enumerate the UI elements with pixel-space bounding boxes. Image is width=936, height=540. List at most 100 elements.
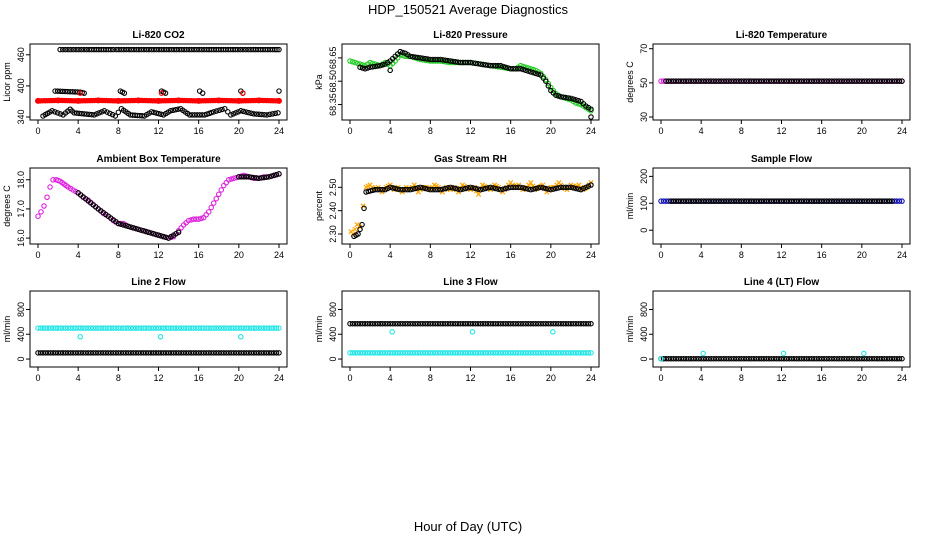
- data-point: [665, 78, 672, 84]
- data-point: [233, 110, 239, 116]
- data-point: [751, 355, 757, 362]
- data-point: [869, 78, 875, 84]
- data-point: [210, 200, 217, 206]
- data-point: [57, 88, 63, 95]
- data-point: [543, 320, 549, 327]
- x-tick-label: 0: [35, 373, 40, 383]
- data-point: [273, 325, 280, 331]
- data-point: [404, 350, 411, 356]
- data-point: [417, 55, 424, 61]
- data-point: [550, 186, 557, 192]
- data-point: [208, 109, 215, 116]
- data-point: [665, 198, 672, 204]
- data-point: [783, 78, 790, 84]
- data-point: [891, 355, 898, 362]
- x-tick-label: 8: [116, 250, 121, 260]
- data-point: [502, 320, 509, 327]
- data-point: [585, 183, 592, 189]
- data-point: [228, 325, 235, 331]
- data-point: [560, 94, 567, 100]
- data-point: [821, 355, 827, 362]
- data-point: [354, 60, 361, 67]
- data-point: [354, 350, 361, 356]
- data-point: [268, 173, 275, 179]
- data-point: [143, 46, 150, 53]
- data-point: [723, 198, 730, 204]
- data-point: [77, 325, 84, 331]
- data-point: [38, 209, 44, 215]
- x-tick-label: 0: [35, 126, 40, 136]
- panel-title: Li-820 Temperature: [736, 30, 828, 41]
- data-point: [558, 320, 564, 327]
- data-point: [573, 320, 579, 327]
- data-point: [535, 185, 542, 191]
- data-point: [813, 355, 820, 362]
- data-point: [771, 78, 777, 84]
- y-tick-label: 100: [639, 196, 649, 211]
- data-point: [427, 186, 434, 193]
- data-point: [81, 111, 87, 117]
- data-point: [841, 355, 848, 362]
- x-tick-label: 0: [347, 126, 352, 136]
- data-point: [427, 350, 434, 356]
- data-point: [553, 320, 559, 327]
- x-tick-label: 20: [857, 126, 867, 136]
- data-point: [690, 78, 697, 84]
- data-point: [445, 350, 451, 356]
- data-point: [462, 350, 469, 356]
- y-tick-label: 800: [16, 302, 26, 317]
- data-point: [163, 234, 169, 241]
- data-point: [41, 203, 47, 209]
- data-point: [76, 110, 82, 117]
- data-point: [487, 62, 494, 69]
- data-point: [522, 185, 529, 192]
- data-point: [527, 350, 534, 356]
- data-point: [844, 78, 850, 84]
- data-point: [803, 355, 810, 362]
- data-point: [533, 185, 539, 192]
- data-point: [570, 96, 577, 102]
- series-upper: [52, 88, 282, 96]
- data-point: [130, 325, 137, 331]
- data-point: [59, 88, 66, 95]
- data-point: [230, 111, 237, 117]
- data-point: [245, 109, 252, 116]
- data-point: [861, 198, 868, 204]
- data-point: [245, 46, 252, 53]
- data-point: [240, 46, 246, 53]
- data-point: [660, 355, 667, 362]
- data-point: [460, 59, 466, 66]
- data-point: [261, 350, 267, 356]
- series-line-3-mid: [389, 329, 556, 335]
- x-tick-label: 12: [153, 250, 163, 260]
- data-point: [251, 325, 257, 331]
- data-point: [80, 325, 86, 331]
- y-tick-label: 800: [328, 302, 338, 317]
- data-point: [538, 320, 544, 327]
- data-point: [65, 350, 71, 356]
- data-point: [776, 198, 782, 204]
- x-tick-label: 20: [234, 126, 244, 136]
- data-point: [96, 110, 103, 116]
- data-point: [367, 188, 374, 194]
- data-point: [422, 55, 429, 62]
- data-point: [420, 320, 426, 327]
- data-point: [276, 350, 282, 356]
- series-pressure-outliers: [387, 67, 594, 120]
- data-point: [208, 350, 214, 356]
- data-point: [856, 78, 863, 84]
- y-tick-label: 200: [639, 169, 649, 184]
- data-point: [92, 325, 99, 331]
- x-tick-label: 0: [658, 250, 663, 260]
- data-point: [475, 191, 482, 197]
- data-point: [510, 350, 516, 356]
- data-point: [258, 325, 265, 331]
- data-point: [673, 355, 679, 362]
- data-point: [193, 216, 199, 222]
- plot-frame: [652, 167, 911, 245]
- data-point: [276, 171, 282, 177]
- data-point: [218, 350, 225, 356]
- data-point: [115, 350, 122, 356]
- data-point: [266, 174, 272, 180]
- data-point: [357, 320, 363, 327]
